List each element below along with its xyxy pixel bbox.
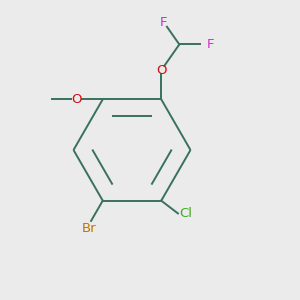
Text: F: F: [160, 16, 168, 29]
Text: Br: Br: [82, 221, 97, 235]
Text: F: F: [207, 38, 214, 51]
Text: O: O: [156, 64, 166, 77]
Text: Cl: Cl: [179, 207, 192, 220]
Text: O: O: [71, 93, 82, 106]
